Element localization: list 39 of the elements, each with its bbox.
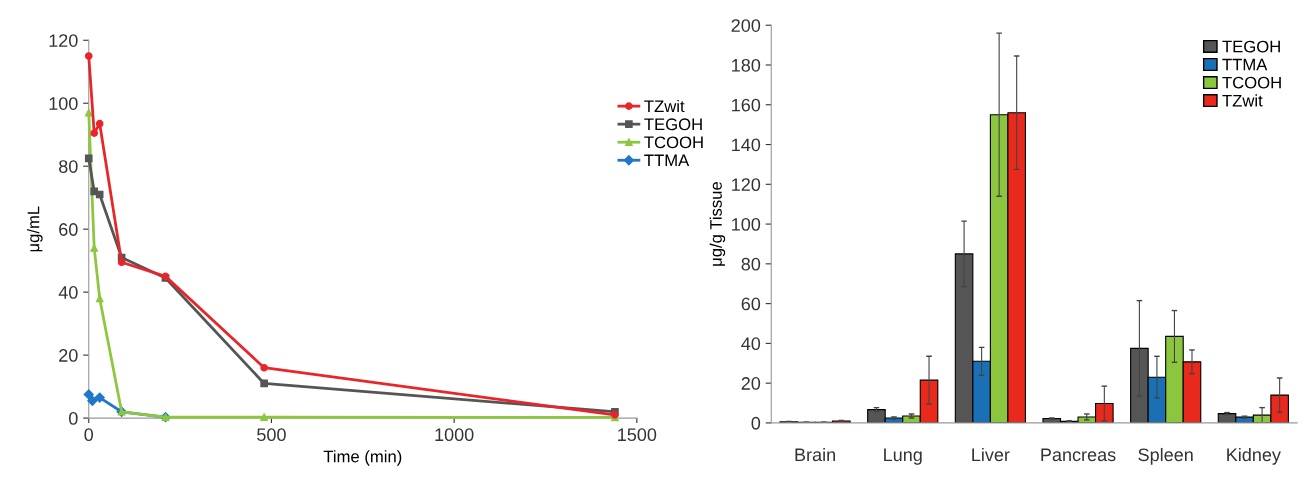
y-tick-label: 180 (732, 58, 761, 72)
x-tick-label: Brain (795, 447, 835, 462)
legend-label: TZwit (1222, 94, 1263, 107)
y-tick-label: 40 (741, 337, 761, 351)
y-tick-label: 140 (732, 138, 761, 152)
x-tick-label: 1000 (435, 428, 474, 442)
y-tick-label: 20 (741, 377, 761, 390)
legend-label: TEGOH (1222, 40, 1280, 53)
x-tick-label: Lung (884, 448, 922, 465)
x-tick-label: 500 (257, 428, 286, 442)
x-tick-label: Pancreas (1041, 448, 1116, 462)
legend-label: TTMA (1222, 58, 1268, 71)
y-tick-label: 20 (59, 349, 78, 362)
y-tick-label: 120 (732, 178, 761, 192)
y-tick-label: 200 (731, 19, 761, 32)
y-tick-label: 100 (732, 218, 761, 231)
y-tick-label: 120 (49, 34, 78, 47)
y-tick-label: 160 (732, 98, 761, 112)
x-axis-title: Time (min) (323, 450, 402, 466)
y-tick-label: 0 (68, 412, 78, 425)
y-tick-label: 60 (59, 223, 78, 236)
y-tick-label: 60 (741, 297, 761, 311)
y-tick-label: 40 (58, 286, 78, 299)
y-axis-title: μg/g Tissue (709, 182, 726, 266)
y-tick-label: 80 (59, 160, 78, 173)
legend-label: TCOOH (1222, 76, 1281, 89)
x-tick-label: 1500 (618, 428, 657, 442)
legend-label: TZwit (644, 99, 685, 113)
x-tick-label: Spleen (1138, 447, 1193, 465)
y-tick-label: 80 (741, 257, 761, 271)
x-tick-label: 0 (84, 428, 94, 442)
legend-label: TCOOH (644, 136, 703, 149)
x-tick-label: Liver (972, 447, 1010, 462)
legend-label: TEGOH (644, 118, 702, 131)
y-tick-label: 0 (751, 416, 761, 430)
legend-label: TTMA (644, 154, 690, 167)
y-tick-label: 100 (49, 97, 78, 110)
x-tick-label: Kidney (1227, 447, 1281, 465)
y-axis-title: μg/mL (27, 206, 43, 252)
